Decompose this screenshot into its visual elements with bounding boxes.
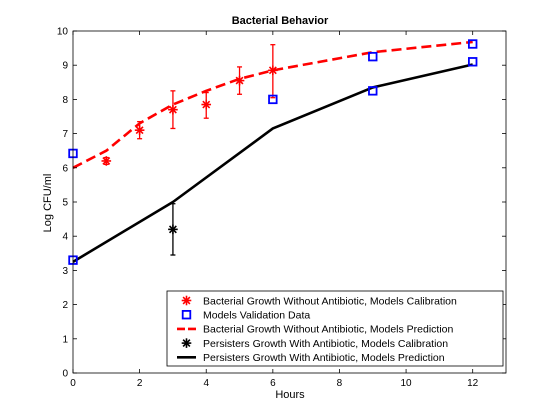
legend-entry: Models Validation Data <box>181 309 310 322</box>
data-point <box>368 51 378 62</box>
y-tick-label: 6 <box>62 163 68 174</box>
legend: Bacterial Growth Without Antibiotic, Mod… <box>166 290 504 367</box>
data-point <box>234 75 245 86</box>
y-axis-label: Log CFU/ml <box>42 174 54 233</box>
data-point <box>467 39 478 49</box>
y-tick-label: 8 <box>62 95 68 106</box>
data-point <box>268 65 278 76</box>
x-axis: 0 2 4 6 8 10 12 <box>70 31 479 389</box>
x-axis-label: Hours <box>275 389 305 401</box>
data-point <box>201 99 212 110</box>
legend-box <box>166 290 504 367</box>
y-tick-label: 5 <box>62 198 68 209</box>
legend-label: Bacterial Growth Without Antibiotic, Mod… <box>203 295 457 307</box>
data-point <box>134 125 145 135</box>
data-point <box>101 156 112 166</box>
x-tick-label: 10 <box>401 378 413 389</box>
chart-title: Bacterial Behavior <box>232 15 329 27</box>
asterisk-stroke <box>182 339 191 348</box>
y-tick-label: 1 <box>62 334 68 345</box>
legend-entry: Bacterial Growth Without Antibiotic, Mod… <box>177 324 454 336</box>
legend-label: Models Validation Data <box>203 310 310 322</box>
x-tick-label: 6 <box>270 378 276 389</box>
x-tick-label: 4 <box>203 378 209 389</box>
legend-entry: Bacterial Growth Without Antibiotic, Mod… <box>181 295 457 307</box>
data-point <box>168 104 178 115</box>
legend-label: Bacterial Growth Without Antibiotic, Mod… <box>203 324 454 336</box>
x-tick-label: 12 <box>467 378 479 389</box>
y-tick-label: 7 <box>62 129 68 140</box>
x-tick-label: 0 <box>70 378 76 389</box>
y-tick-label: 4 <box>62 232 68 243</box>
y-tick-label: 2 <box>62 300 68 311</box>
y-tick-label: 10 <box>57 27 69 38</box>
data-point <box>168 224 178 235</box>
asterisk-stroke <box>182 296 191 305</box>
legend-swatch-marker <box>181 295 192 306</box>
asterisk-stroke <box>135 126 144 135</box>
y-tick-label: 0 <box>62 369 68 380</box>
legend-label: Persisters Growth With Antibiotic, Model… <box>203 338 448 350</box>
asterisk-stroke <box>102 157 111 165</box>
legend-entry: Persisters Growth With Antibiotic, Model… <box>181 338 448 350</box>
asterisk-stroke <box>168 225 177 234</box>
y-tick-label: 3 <box>62 266 68 277</box>
series-3 <box>168 203 178 256</box>
asterisk-stroke <box>168 105 177 114</box>
legend-entry: Persisters Growth With Antibiotic, Model… <box>177 352 445 364</box>
legend-label: Persisters Growth With Antibiotic, Model… <box>203 352 445 364</box>
series-0 <box>101 44 278 166</box>
y-tick-label: 9 <box>62 61 68 72</box>
legend-swatch-marker <box>181 309 192 320</box>
asterisk-stroke <box>235 76 244 85</box>
asterisk-stroke <box>202 100 211 109</box>
x-tick-label: 8 <box>337 378 343 389</box>
data-point <box>268 94 278 105</box>
series-layer <box>68 39 478 265</box>
data-point <box>368 86 378 96</box>
asterisk-stroke <box>268 66 277 75</box>
y-axis: 0 1 2 3 4 5 6 7 8 9 10 <box>57 27 506 380</box>
data-point <box>467 57 478 67</box>
x-tick-label: 2 <box>137 378 143 389</box>
legend-swatch-marker <box>181 338 192 348</box>
